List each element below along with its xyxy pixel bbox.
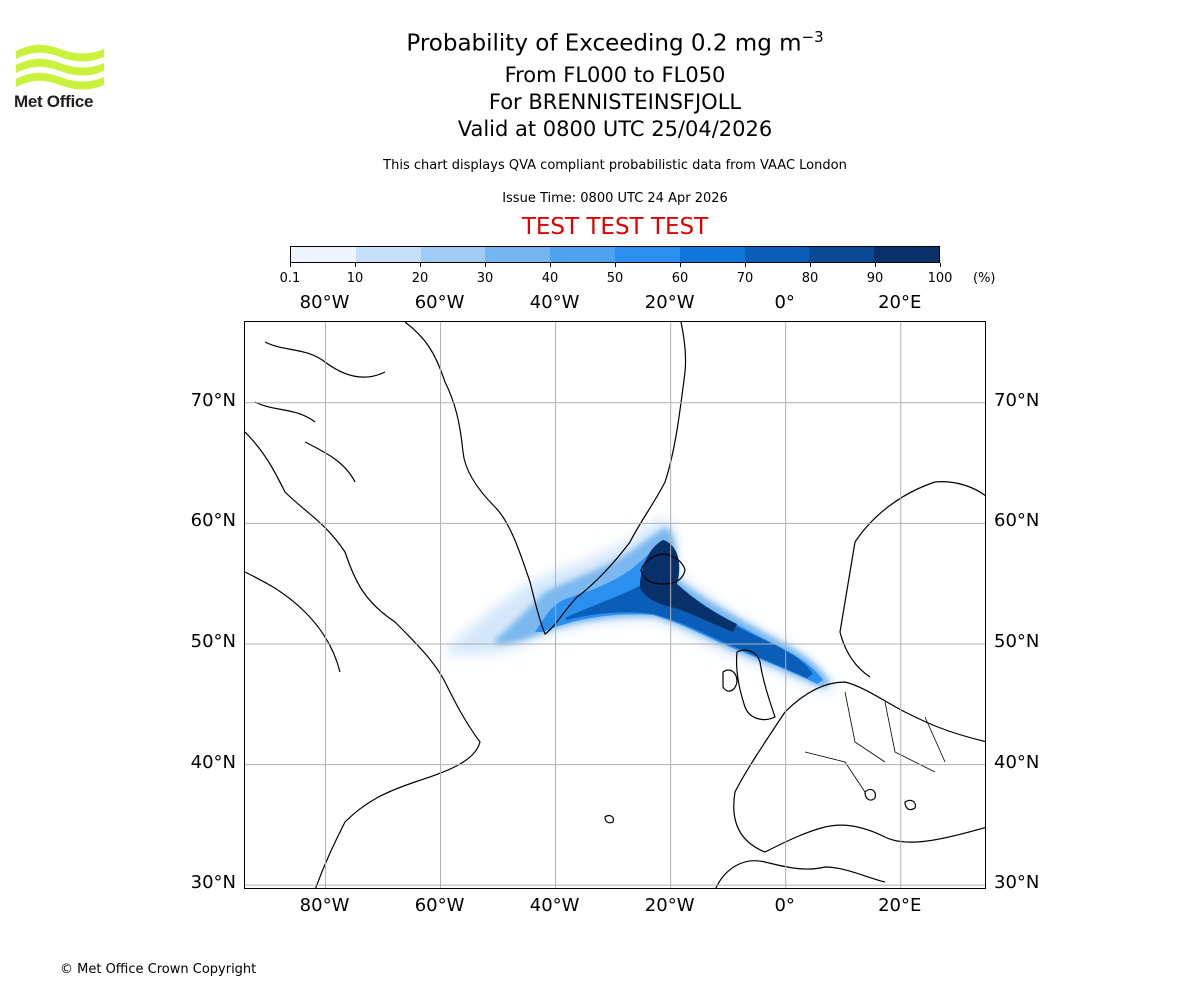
colorbar-tick-mark [810, 263, 811, 267]
longitude-label: 80°W [299, 292, 350, 313]
coast-greenland [404, 322, 687, 635]
colorbar-tick-mark [355, 263, 356, 267]
colorbar-segment [485, 247, 551, 262]
graticule [245, 322, 985, 888]
latitude-label: 60°N [994, 510, 1040, 532]
colorbar-segment [550, 247, 615, 262]
colorbar-tick-mark [485, 263, 486, 267]
colorbar-tick-mark [875, 263, 876, 267]
colorbar-unit: (%) [973, 271, 996, 286]
colorbar-tick-label: 50 [606, 271, 624, 286]
longitude-label: 20°E [878, 292, 922, 313]
colorbar-tick-label: 40 [541, 271, 559, 286]
colorbar-segment [679, 247, 745, 262]
coast-africa [715, 860, 886, 888]
longitude-label: 20°W [644, 895, 695, 916]
colorbar-segment [420, 247, 486, 262]
latitude-label: 70°N [190, 389, 236, 411]
colorbar-segment [614, 247, 680, 262]
probability-colorbar [290, 246, 940, 263]
coast-iceland [640, 553, 686, 585]
colorbar-tick-mark [940, 263, 941, 267]
colorbar-segment [744, 247, 810, 262]
issue-time: Issue Time: 0800 UTC 24 Apr 2026 [502, 191, 728, 206]
map-canvas [245, 322, 985, 888]
latitude-label: 40°N [190, 751, 236, 773]
latitude-label: 70°N [994, 389, 1040, 411]
colorbar-tick-mark [290, 263, 291, 267]
ash-plume [445, 517, 835, 694]
title-exponent: −3 [801, 28, 824, 46]
latitude-label: 50°N [994, 630, 1040, 652]
latitude-label: 50°N [190, 630, 236, 652]
colorbar-tick-label: 30 [476, 271, 494, 286]
colorbar-segment [291, 247, 356, 262]
valid-time: Valid at 0800 UTC 25/04/2026 [457, 117, 773, 141]
latitude-label: 60°N [190, 510, 236, 532]
coast-hudson [245, 571, 341, 673]
colorbar-tick-mark [615, 263, 616, 267]
plume-band-core [640, 540, 737, 632]
longitude-label: 60°W [414, 292, 465, 313]
chart-title: Probability of Exceeding 0.2 mg m−3 [0, 28, 1200, 57]
map-panel [244, 321, 986, 889]
longitude-label: 80°W [299, 895, 350, 916]
colorbar-tick-label: 70 [736, 271, 754, 286]
logo-text: Met Office [14, 92, 94, 111]
colorbar-segment [809, 247, 875, 262]
longitude-label: 40°W [529, 292, 580, 313]
latitude-label: 40°N [994, 751, 1040, 773]
longitude-label: 20°E [878, 895, 922, 916]
flight-levels: From FL000 to FL050 [504, 63, 726, 87]
coast-arctic-islands [254, 341, 386, 483]
colorbar-tick-label: 0.1 [279, 271, 301, 286]
colorbar-tick-label: 60 [671, 271, 689, 286]
colorbar-tick-label: 80 [801, 271, 819, 286]
colorbar-tick-mark [680, 263, 681, 267]
colorbar-segment [355, 247, 421, 262]
coast-country-borders [804, 691, 946, 793]
met-office-logo [16, 44, 104, 90]
latitude-label: 30°N [994, 872, 1040, 894]
colorbar-tick-mark [420, 263, 421, 267]
volcano-name: For BRENNISTEINSFJOLL [488, 90, 742, 114]
coast-north-america [245, 431, 481, 888]
coast-mediterranean-islands [604, 788, 916, 824]
copyright: © Met Office Crown Copyright [60, 962, 257, 977]
coast-scandinavia [839, 481, 985, 678]
chart-description: This chart displays QVA compliant probab… [383, 158, 847, 173]
colorbar-segment [874, 247, 939, 262]
longitude-label: 20°W [644, 292, 695, 313]
test-banner: TEST TEST TEST [521, 214, 709, 240]
colorbar-tick-label: 10 [346, 271, 364, 286]
latitude-label: 30°N [190, 872, 236, 894]
plume-band-inner [565, 561, 813, 678]
longitude-label: 40°W [529, 895, 580, 916]
colorbar-tick-mark [745, 263, 746, 267]
colorbar-tick-label: 90 [866, 271, 884, 286]
coast-british-isles [722, 649, 776, 721]
colorbar-tick-label: 20 [411, 271, 429, 286]
title-text: Probability of Exceeding 0.2 mg m [406, 30, 802, 57]
colorbar-tick-mark [550, 263, 551, 267]
longitude-label: 0° [774, 292, 795, 313]
longitude-label: 60°W [414, 895, 465, 916]
longitude-label: 0° [774, 895, 795, 916]
colorbar-tick-label: 100 [927, 271, 953, 286]
